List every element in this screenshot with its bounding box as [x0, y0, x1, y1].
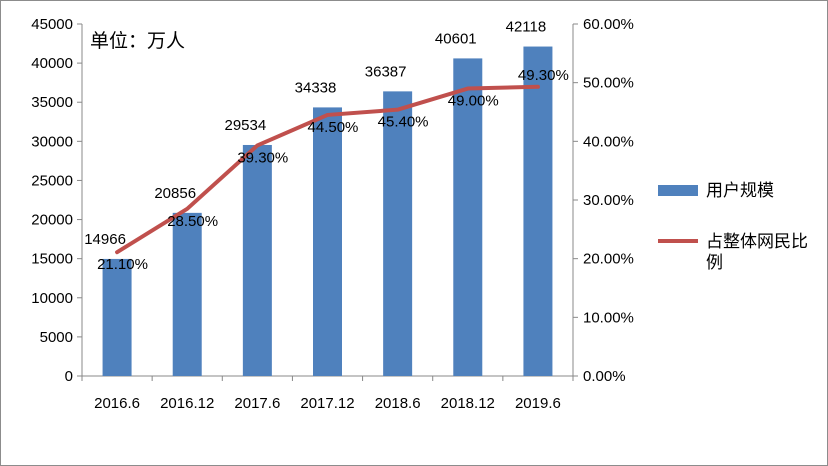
line-value-label: 45.40%: [378, 114, 429, 131]
line-value-label: 39.30%: [237, 149, 288, 166]
bar-value-label: 29534: [224, 117, 266, 134]
bar: [172, 212, 202, 376]
line-data-labels: 21.10% 28.50% 39.30% 44.50% 45.40% 49.00% 49.3…: [97, 67, 569, 273]
bar-value-label: 20856: [154, 185, 196, 202]
right-tick-label: 50.00%: [583, 75, 634, 92]
legend-label-line: 占整体网民比: [706, 232, 808, 252]
bar-value-label: 34338: [295, 79, 337, 96]
line-value-label: 49.30%: [518, 67, 569, 84]
x-tick-label: 2018.12: [441, 395, 495, 412]
x-tick-label: 2016.6: [94, 395, 140, 412]
left-tick-label: 30000: [31, 133, 73, 150]
legend-label-bar: 用户规模: [706, 181, 774, 201]
x-tick-label: 2017.12: [300, 395, 354, 412]
left-tick-label: 20000: [31, 212, 73, 229]
bar-data-labels: 14966 20856 29534 34338 36387 40601 42118: [84, 19, 546, 248]
bar-value-label: 14966: [84, 231, 126, 248]
left-tick-label: 5000: [40, 329, 73, 346]
left-tick-label: 25000: [31, 172, 73, 189]
right-tick-label: 40.00%: [583, 133, 634, 150]
bar-value-label: 40601: [435, 30, 477, 47]
right-tick-label: 10.00%: [583, 309, 634, 326]
bar-value-label: 36387: [365, 63, 407, 80]
bar-value-label: 42118: [506, 19, 547, 36]
left-tick-label: 0: [65, 368, 73, 385]
line-value-label: 44.50%: [308, 119, 359, 136]
left-tick-label: 35000: [31, 94, 73, 111]
right-axis-ticks: 0.00% 10.00% 20.00% 30.00% 40.00% 50.00% 60.00…: [573, 16, 634, 385]
left-tick-label: 40000: [31, 55, 73, 72]
left-tick-label: 10000: [31, 290, 73, 307]
x-tick-label: 2018.6: [375, 395, 421, 412]
bar: [102, 258, 132, 376]
left-tick-label: 45000: [31, 16, 73, 33]
right-tick-label: 20.00%: [583, 251, 634, 268]
line-series: [115, 84, 540, 255]
bar: [523, 46, 553, 377]
x-tick-label: 2019.6: [515, 395, 561, 412]
x-tick-label: 2017.6: [234, 395, 280, 412]
left-tick-label: 15000: [31, 251, 73, 268]
bar: [242, 144, 272, 376]
line-value-label: 49.00%: [448, 93, 499, 110]
left-axis-ticks: 0 5000 10000 15000 20000 25000 30000 35000 40000…: [31, 16, 82, 385]
right-tick-label: 30.00%: [583, 192, 634, 209]
x-axis-ticks: 2016.6 2016.12 2017.6 2017.12 2018.6 2018.12 2…: [81, 376, 574, 412]
right-tick-label: 0.00%: [583, 368, 626, 385]
line-value-label: 28.50%: [167, 213, 218, 230]
legend-label-line: 例: [706, 253, 723, 273]
bar: [453, 58, 483, 377]
line-value-label: 21.10%: [97, 256, 148, 273]
legend-swatch-bar: [658, 185, 698, 196]
bar: [313, 107, 342, 376]
bar-series: [102, 46, 553, 377]
bar: [383, 91, 413, 376]
right-tick-label: 60.00%: [583, 16, 634, 33]
x-tick-label: 2016.12: [160, 395, 214, 412]
unit-label: 单位：万人: [90, 30, 185, 52]
